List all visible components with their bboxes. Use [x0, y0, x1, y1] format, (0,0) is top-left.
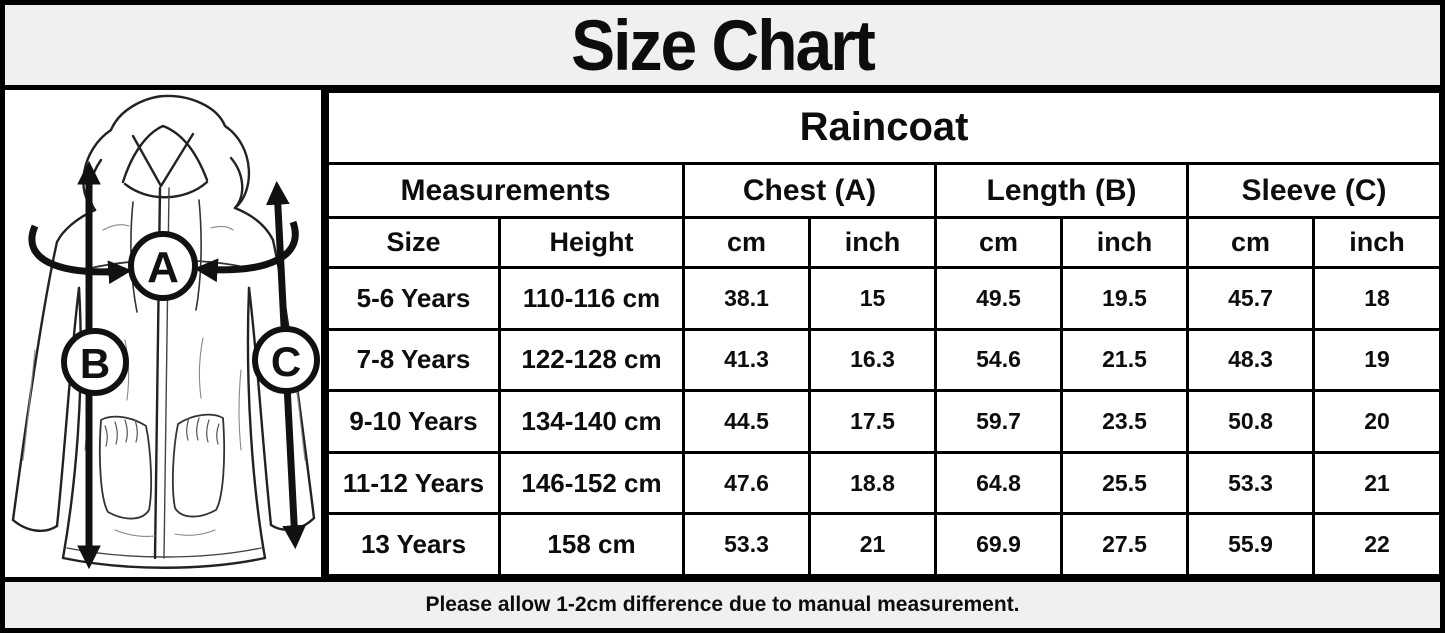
- raincoat-sketch-icon: A B C: [11, 94, 320, 570]
- cell-13-years-sleeve_inch: 22: [1311, 512, 1443, 577]
- cell-11-12-years-chest_cm: 47.6: [682, 450, 811, 516]
- cell-9-10-years-height: 134-140 cm: [498, 389, 685, 454]
- product-row: Raincoat: [325, 90, 1443, 165]
- cell-5-6-years-height: 110-116 cm: [498, 266, 685, 331]
- cell-9-10-years-chest_cm: 44.5: [682, 389, 811, 454]
- sub-header-cm-6: cm: [1186, 216, 1315, 269]
- cell-5-6-years-length_cm: 49.5: [934, 266, 1063, 331]
- cell-9-10-years-sleeve_cm: 50.8: [1186, 389, 1315, 454]
- chest-arrow-left: [28, 224, 133, 285]
- size-row-9-10-years: 9-10 Years 134-140 cm 44.5 17.5 59.7 23.5 50.8…: [326, 389, 1443, 454]
- cell-9-10-years-length_inch: 23.5: [1060, 389, 1189, 454]
- cell-13-years-chest_cm: 53.3: [682, 512, 811, 577]
- cell-11-12-years-sleeve_inch: 21: [1311, 450, 1443, 516]
- cell-13-years-chest_inch: 21: [808, 512, 937, 577]
- cell-11-12-years-length_inch: 25.5: [1060, 450, 1189, 516]
- measurement-diagram-panel: A B C: [5, 90, 321, 577]
- cell-7-8-years-sleeve_inch: 19: [1311, 327, 1443, 393]
- cell-9-10-years-sleeve_inch: 20: [1311, 389, 1443, 454]
- footer-note-bar: Please allow 1-2cm difference due to man…: [5, 577, 1440, 628]
- cell-11-12-years-size: 11-12 Years: [326, 450, 501, 516]
- sub-header-inch-7: inch: [1311, 216, 1443, 269]
- size-row-7-8-years: 7-8 Years 122-128 cm 41.3 16.3 54.6 21.5 48.3 1…: [326, 327, 1443, 393]
- chest-label-circle: [128, 231, 198, 301]
- cell-5-6-years-sleeve_inch: 18: [1311, 266, 1443, 331]
- cell-11-12-years-height: 146-152 cm: [498, 450, 685, 516]
- cell-9-10-years-length_cm: 59.7: [934, 389, 1063, 454]
- title-bar: Size Chart: [5, 5, 1440, 90]
- sub-header-cm-2: cm: [682, 216, 811, 269]
- size-row-11-12-years: 11-12 Years 146-152 cm 47.6 18.8 64.8 25.5 53.…: [326, 450, 1443, 516]
- sub-header-cm-4: cm: [934, 216, 1063, 269]
- cell-11-12-years-sleeve_cm: 53.3: [1186, 450, 1315, 516]
- product-name: Raincoat: [325, 90, 1443, 165]
- cell-11-12-years-chest_inch: 18.8: [808, 450, 937, 516]
- cell-7-8-years-length_inch: 21.5: [1060, 327, 1189, 393]
- cell-5-6-years-chest_inch: 15: [808, 266, 937, 331]
- sub-header-size-0: Size: [326, 216, 501, 269]
- cell-7-8-years-chest_cm: 41.3: [682, 327, 811, 393]
- size-table-panel: Raincoat Measurements Chest (A) Length (B)…: [321, 90, 1443, 577]
- chest-arrow-right: [193, 220, 299, 283]
- size-row-13-years: 13 Years 158 cm 53.3 21 69.9 27.5 55.9 22: [326, 512, 1443, 577]
- cell-5-6-years-length_inch: 19.5: [1060, 266, 1189, 331]
- cell-13-years-length_inch: 27.5: [1060, 512, 1189, 577]
- cell-9-10-years-size: 9-10 Years: [326, 389, 501, 454]
- cell-7-8-years-height: 122-128 cm: [498, 327, 685, 393]
- page-title: Size Chart: [571, 5, 876, 85]
- cell-5-6-years-size: 5-6 Years: [326, 266, 501, 331]
- length-label: B: [80, 340, 110, 387]
- sub-header-row: Size Height cm inch cm inch cm inch: [326, 216, 1443, 269]
- main-area: A B C Raincoat Measurements Ches: [5, 90, 1443, 577]
- sub-header-inch-5: inch: [1060, 216, 1189, 269]
- measurement-labels: [61, 231, 320, 396]
- sleeve-label-circle: [252, 326, 320, 394]
- cell-5-6-years-chest_cm: 38.1: [682, 266, 811, 331]
- footer-note: Please allow 1-2cm difference due to man…: [425, 593, 1020, 616]
- cell-7-8-years-chest_inch: 16.3: [808, 327, 937, 393]
- cell-13-years-length_cm: 69.9: [934, 512, 1063, 577]
- cell-13-years-size: 13 Years: [326, 512, 501, 577]
- sub-header-inch-3: inch: [808, 216, 937, 269]
- chest-label: A: [147, 243, 179, 292]
- cell-7-8-years-sleeve_cm: 48.3: [1186, 327, 1315, 393]
- cell-7-8-years-size: 7-8 Years: [326, 327, 501, 393]
- cell-13-years-sleeve_cm: 55.9: [1186, 512, 1315, 577]
- cell-7-8-years-length_cm: 54.6: [934, 327, 1063, 393]
- size-row-5-6-years: 5-6 Years 110-116 cm 38.1 15 49.5 19.5 45.7 18: [326, 266, 1443, 331]
- cell-13-years-height: 158 cm: [498, 512, 685, 577]
- sleeve-label: C: [271, 338, 301, 385]
- cell-9-10-years-chest_inch: 17.5: [808, 389, 937, 454]
- size-table: Raincoat Measurements Chest (A) Length (B)…: [325, 90, 1443, 577]
- group-header-measurements: Measurements: [326, 162, 685, 219]
- cell-11-12-years-length_cm: 64.8: [934, 450, 1063, 516]
- cell-5-6-years-sleeve_cm: 45.7: [1186, 266, 1315, 331]
- group-header-length-b: Length (B): [934, 162, 1189, 219]
- group-header-sleeve-c: Sleeve (C): [1185, 162, 1443, 219]
- length-label-circle: [61, 328, 129, 396]
- group-header-chest-a: Chest (A): [682, 162, 937, 219]
- sub-header-height-1: Height: [498, 216, 685, 269]
- group-header-row: Measurements Chest (A) Length (B) Sleeve (C…: [326, 162, 1443, 219]
